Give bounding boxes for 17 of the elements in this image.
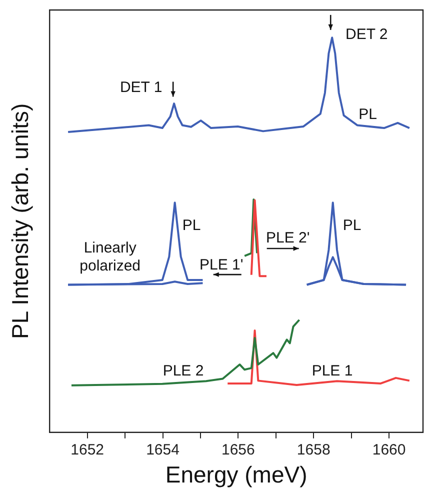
x-tick-label: 1654 [146, 442, 180, 459]
annotation: PLE 1 [312, 362, 353, 380]
annotation: PLE 2 [162, 362, 204, 380]
x-axis-title: Energy (meV) [165, 462, 308, 488]
x-tick-label: 1652 [70, 442, 104, 459]
annotation: PL [358, 106, 377, 123]
annotation: PLE 1' [199, 256, 244, 274]
x-tick-label: 1658 [296, 442, 330, 459]
y-axis-title: PL Intensity (arb. units) [7, 103, 34, 340]
annotation: DET 2 [345, 26, 388, 44]
annotation: Linearly polarized [80, 240, 141, 275]
x-tick-label: 1656 [222, 442, 255, 459]
annotation: PL [342, 216, 362, 234]
annotation: PL [182, 216, 201, 234]
annotation: PLE 2' [266, 230, 310, 247]
x-tick-label: 1660 [372, 442, 406, 459]
annotation: DET 1 [120, 78, 162, 96]
